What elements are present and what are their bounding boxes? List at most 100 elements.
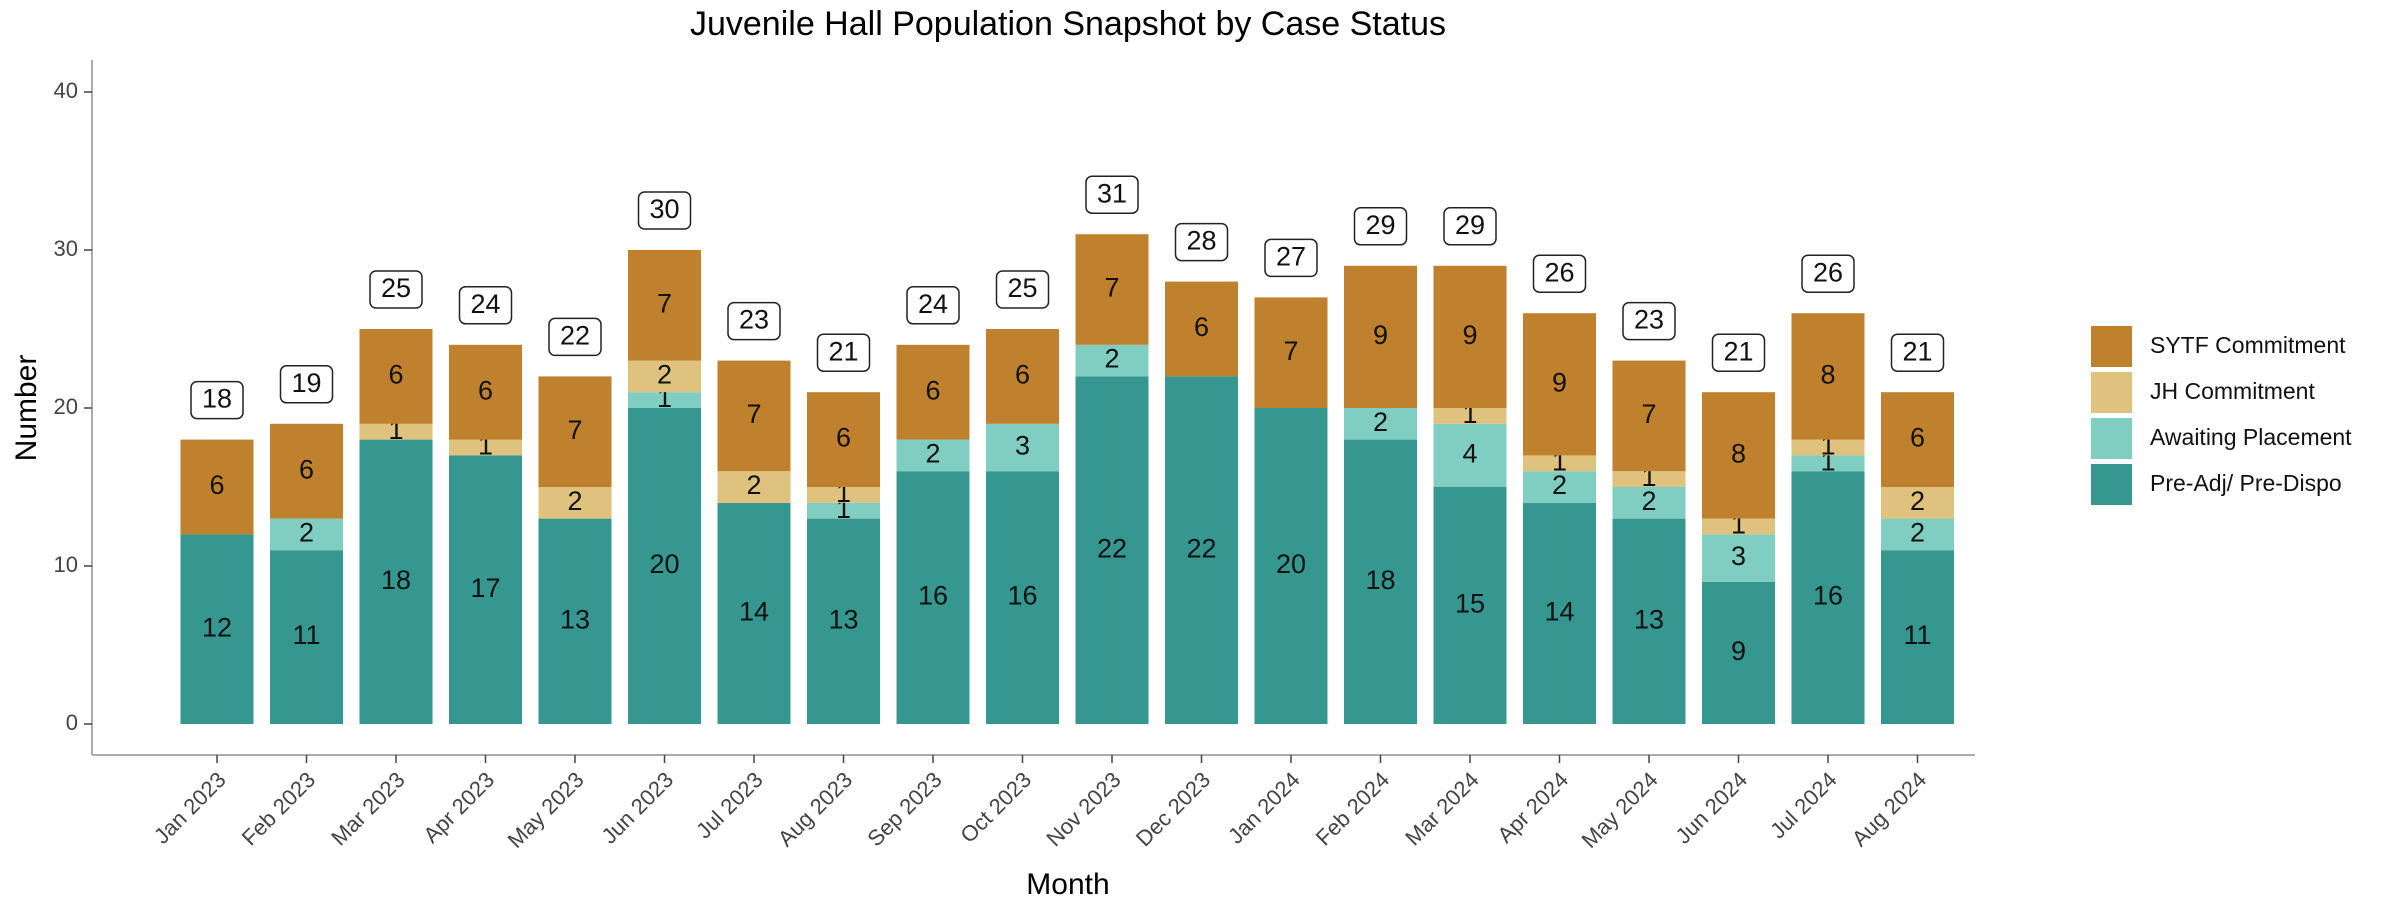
- total-label: 21: [1723, 336, 1753, 366]
- x-tick-label: May 2024: [1577, 767, 1663, 853]
- segment-label: 16: [1813, 581, 1843, 611]
- total-label: 25: [381, 273, 411, 303]
- bar-segment: [1523, 313, 1596, 456]
- segment-label: 18: [381, 565, 411, 595]
- segment-label: 13: [828, 604, 858, 634]
- x-tick-label: Mar 2023: [326, 767, 409, 850]
- total-label: 27: [1276, 242, 1306, 272]
- segment-label: 6: [209, 470, 224, 500]
- legend-swatch: [2089, 462, 2134, 507]
- segment-label: 8: [1731, 439, 1746, 469]
- x-tick-label: Apr 2023: [418, 767, 499, 848]
- segment-label: 7: [746, 399, 761, 429]
- bar-segment: [1344, 408, 1417, 440]
- segment-label: 16: [918, 581, 948, 611]
- segment-label: 2: [657, 360, 672, 390]
- segment-label: 2: [299, 518, 314, 548]
- total-box: [1443, 207, 1497, 246]
- bar-segment: [1523, 455, 1596, 472]
- total-label: 28: [1186, 226, 1216, 256]
- total-label: 26: [1813, 257, 1843, 287]
- segment-label: 16: [1007, 581, 1037, 611]
- legend-label: Awaiting Placement: [2150, 424, 2352, 450]
- segment-label: 6: [299, 454, 314, 484]
- bar-segment: [1881, 392, 1954, 487]
- bar-segment: [1881, 487, 1954, 519]
- bar-segment: [1523, 502, 1596, 724]
- segment-label: 4: [1462, 439, 1477, 469]
- segment-label: 9: [1552, 367, 1567, 397]
- bar-segment: [807, 487, 880, 503]
- bar-segment: [1702, 392, 1775, 519]
- total-label: 25: [1007, 273, 1037, 303]
- segment-label: 6: [478, 375, 493, 405]
- bar-segment: [1344, 439, 1417, 724]
- bar-segment: [1791, 471, 1865, 724]
- segment-label: 20: [649, 549, 679, 579]
- total-label: 29: [1365, 210, 1395, 240]
- total-box: [1353, 207, 1408, 246]
- bar-segment: [807, 518, 880, 724]
- total-box: [1174, 222, 1229, 262]
- segment-label: 13: [560, 604, 590, 634]
- total-box: [1711, 333, 1766, 372]
- x-tick-label: Oct 2023: [955, 767, 1036, 848]
- total-box: [1264, 238, 1318, 278]
- bar-segment: [359, 329, 433, 424]
- x-tick-label: Sep 2023: [862, 767, 946, 851]
- legend-label: Pre-Adj/ Pre-Dispo: [2150, 470, 2342, 496]
- segment-label: 2: [1104, 344, 1119, 374]
- bar-segment: [359, 423, 433, 440]
- segment-label: 13: [1634, 604, 1664, 634]
- x-tick-label: Jun 2023: [596, 767, 678, 849]
- bar-segment: [1254, 408, 1328, 724]
- segment-label: 18: [1365, 565, 1395, 595]
- bar-segment: [1612, 487, 1686, 519]
- total-label: 18: [202, 384, 232, 414]
- bar-segment: [1254, 297, 1328, 408]
- x-tick-label: Jul 2023: [691, 767, 768, 844]
- segment-label: 6: [388, 360, 403, 390]
- total-box: [190, 380, 244, 420]
- bar-segment: [628, 360, 701, 393]
- segment-label: 2: [746, 470, 761, 500]
- x-tick-label: Aug 2024: [1847, 767, 1931, 851]
- total-label: 21: [828, 336, 858, 366]
- bar-segment: [717, 360, 791, 472]
- x-tick-label: Jan 2024: [1223, 767, 1305, 849]
- bar-segment: [1523, 471, 1596, 503]
- bar-segment: [449, 439, 522, 456]
- total-box: [458, 286, 513, 325]
- legend-label: SYTF Commitment: [2150, 332, 2346, 358]
- segment-label: 17: [470, 573, 500, 603]
- segment-label: 2: [1910, 486, 1925, 516]
- bar-segment: [180, 439, 254, 535]
- bar-segment: [449, 344, 522, 440]
- bar-segment: [270, 518, 343, 551]
- bar-segment: [180, 534, 254, 724]
- total-box: [995, 270, 1050, 309]
- segment-label: 9: [1373, 320, 1388, 350]
- total-label: 23: [739, 305, 769, 335]
- bar-segment: [538, 376, 612, 487]
- y-tick-label: 10: [54, 552, 78, 577]
- legend-label: JH Commitment: [2150, 378, 2315, 404]
- segment-label: 22: [1186, 533, 1216, 563]
- segment-label: 6: [925, 375, 940, 405]
- total-label: 26: [1544, 257, 1574, 287]
- bar-segment: [628, 250, 701, 361]
- segment-label: 11: [1903, 620, 1931, 650]
- total-box: [279, 365, 334, 404]
- total-box: [1085, 175, 1139, 214]
- bar-segment: [1881, 518, 1954, 551]
- total-label: 24: [918, 289, 948, 319]
- segment-label: 3: [1731, 541, 1746, 571]
- bar-segment: [628, 408, 701, 724]
- bar-segment: [449, 455, 522, 724]
- bar-segment: [717, 502, 791, 724]
- legend-swatch: [2089, 370, 2134, 415]
- segment-label: 6: [1910, 423, 1925, 453]
- segment-label: 7: [657, 288, 672, 318]
- segment-label: 7: [1283, 336, 1298, 366]
- bar-segment: [896, 344, 970, 440]
